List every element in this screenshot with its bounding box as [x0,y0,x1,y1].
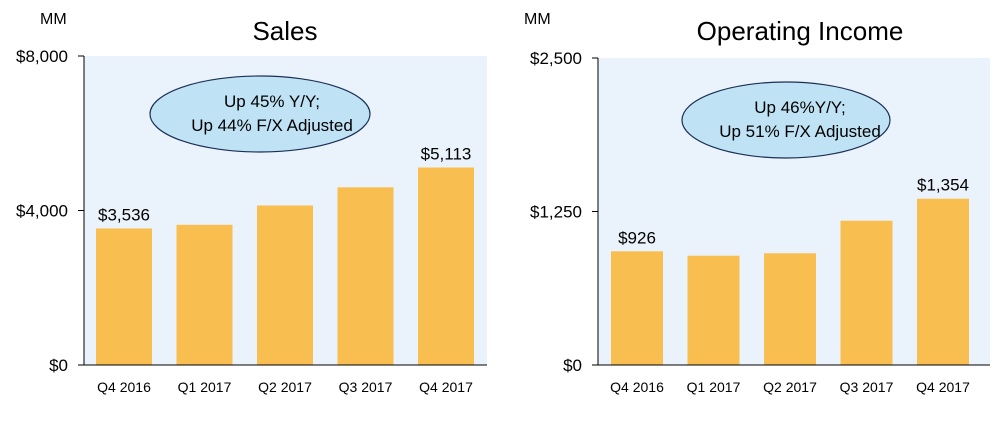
operating-income-callout-line-2: Up 51% F/X Adjusted [719,122,881,141]
sales-x-tick-label-2: Q1 2017 [178,379,232,395]
operating-income-x-tick-label-1: Q4 2016 [610,379,664,395]
sales-data-label-5: $5,113 [421,145,472,164]
operating-income-bar-4 [840,220,893,365]
operating-income-x-tick-label-3: Q2 2017 [763,379,817,395]
operating-income-y-tick-label-1: $0 [563,356,582,375]
sales-bar-3 [257,205,313,365]
operating-income-bar-3 [764,253,816,365]
operating-income-bar-5 [917,198,969,365]
sales-bar-1 [96,228,152,365]
operating-income-chart-title: Operating Income [697,16,904,46]
operating-income-y-ticks: $0 $1,250 $2,500 [530,49,598,375]
operating-income-x-tick-label-2: Q1 2017 [687,379,741,395]
sales-x-tick-label-3: Q2 2017 [258,379,312,395]
sales-bars [96,167,474,365]
sales-chart-title: Sales [252,16,317,46]
sales-y-tick-label-3: $8,000 [16,47,68,66]
sales-x-ticks: Q4 2016 Q1 2017 Q2 2017 Q3 2017 Q4 2017 [97,379,473,395]
operating-income-chart: MM Operating Income $926$1,354 $0$1,250$… [524,11,990,395]
operating-income-x-tick-label-4: Q3 2017 [840,379,894,395]
operating-income-y-tick-label-3: $2,500 [530,49,582,68]
operating-income-y-tick-label-2: $1,250 [530,203,582,222]
sales-y-tick-label-2: $4,000 [16,202,68,221]
operating-income-x-tick-label-5: Q4 2017 [916,379,970,395]
sales-bar-4 [337,187,394,365]
operating-income-unit-label: MM [524,11,551,28]
operating-income-callout-bubble [681,81,891,159]
sales-x-tick-label-5: Q4 2017 [419,379,473,395]
operating-income-x-ticks: Q4 2016 Q1 2017 Q2 2017 Q3 2017 Q4 2017 [610,379,970,395]
sales-x-tick-label-1: Q4 2016 [97,379,151,395]
operating-income-data-label-1: $926 [618,228,656,247]
operating-income-data-label-5: $1,354 [917,176,969,195]
sales-bar-2 [176,224,233,365]
sales-data-labels: $3,536 $5,113 [98,145,471,225]
operating-income-bar-1 [611,251,663,365]
sales-bar-5 [418,167,474,365]
sales-y-ticks: $0 $4,000 $8,000 [16,47,84,375]
sales-callout-bubble [149,75,371,153]
sales-y-tick-label-1: $0 [49,356,68,375]
sales-x-tick-label-4: Q3 2017 [339,379,393,395]
operating-income-callout: Up 46%Y/Y; Up 51% F/X Adjusted [681,81,891,159]
sales-callout-line-2: Up 44% F/X Adjusted [191,116,353,135]
operating-income-data-labels: $926 $1,354 [618,176,969,248]
operating-income-bar-2 [687,255,740,365]
sales-unit-label: MM [40,11,67,28]
sales-callout-line-1: Up 45% Y/Y; [224,92,320,111]
sales-chart: MM Sales $3,536 $5,113 $0 $4,000 $8,000 Q4 … [16,11,487,395]
operating-income-callout-line-1: Up 46%Y/Y; [754,98,846,117]
operating-income-bars [611,198,969,365]
sales-callout: Up 45% Y/Y; Up 44% F/X Adjusted [149,75,371,153]
sales-data-label-1: $3,536 [98,205,150,224]
